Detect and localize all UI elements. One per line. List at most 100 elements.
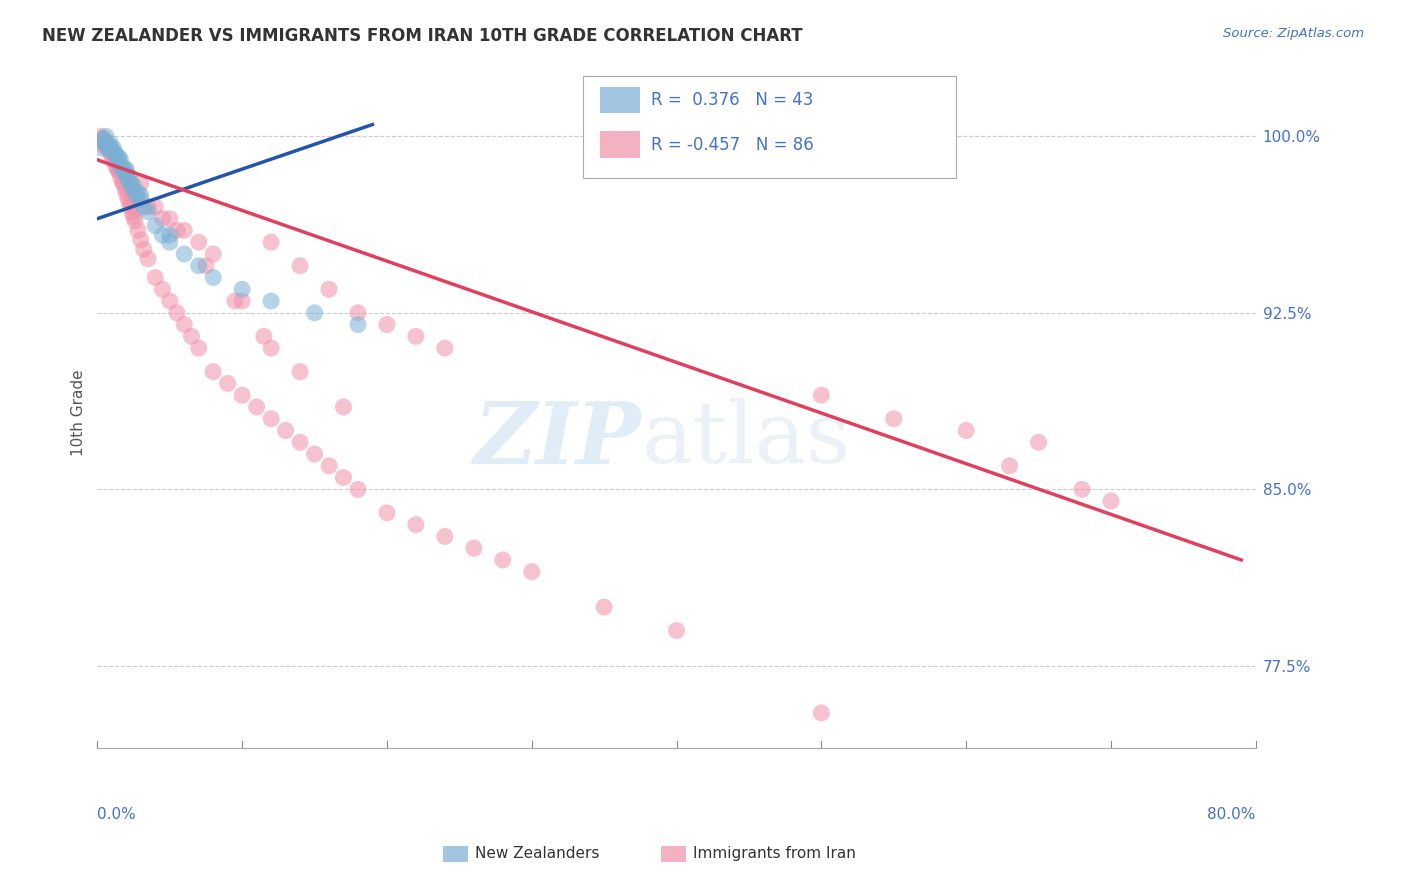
Point [405,329,427,343]
Point [231,282,253,296]
Point [187,341,209,355]
Point [122,209,145,223]
Point [129,188,152,202]
Point [347,318,370,332]
Point [115,167,138,181]
Point [91,131,114,145]
Point [110,153,132,167]
Point [998,458,1021,473]
Point [152,282,174,296]
Point [375,506,398,520]
Point [231,388,253,402]
Point [110,169,132,184]
Point [173,318,195,332]
Point [93,138,115,153]
Point [118,169,141,184]
Point [112,164,135,178]
Point [108,157,131,171]
Point [125,188,148,202]
Point [152,211,174,226]
Point [114,181,136,195]
Point [260,235,283,250]
Point [143,200,166,214]
Point [955,424,977,438]
Point [166,223,188,237]
Point [97,144,120,158]
Point [260,293,283,308]
Point [120,177,142,191]
Point [347,306,370,320]
Point [492,553,515,567]
Point [143,270,166,285]
Point [111,174,134,188]
Point [202,365,225,379]
Point [375,318,398,332]
Point [136,252,159,266]
Text: 0.0%: 0.0% [97,807,136,822]
Point [101,144,124,158]
Point [463,541,485,556]
Point [143,219,166,233]
Point [883,411,905,425]
Point [129,193,152,207]
Point [224,293,246,308]
Point [260,411,283,425]
Point [91,131,114,145]
Point [274,424,297,438]
Point [187,235,209,250]
Point [433,341,456,355]
Point [136,204,159,219]
Point [107,162,129,177]
Point [124,214,146,228]
Point [159,211,181,226]
Point [118,195,141,210]
Text: NEW ZEALANDER VS IMMIGRANTS FROM IRAN 10TH GRADE CORRELATION CHART: NEW ZEALANDER VS IMMIGRANTS FROM IRAN 10… [42,27,803,45]
Point [100,136,122,151]
Text: atlas: atlas [641,398,851,482]
Text: New Zealanders: New Zealanders [475,847,599,861]
Point [318,458,340,473]
Point [129,233,152,247]
Point [122,178,145,193]
Point [520,565,543,579]
Text: ZIP: ZIP [474,398,641,482]
Point [187,259,209,273]
Point [117,171,139,186]
Point [114,162,136,177]
Point [129,177,152,191]
Text: R =  0.376   N = 43: R = 0.376 N = 43 [651,91,813,109]
Point [318,282,340,296]
Point [194,259,217,273]
Point [89,129,111,144]
Point [433,529,456,543]
Point [111,160,134,174]
Point [202,247,225,261]
Point [108,164,131,178]
Point [107,153,129,167]
Point [665,624,688,638]
Point [1028,435,1050,450]
Point [288,435,311,450]
Point [202,270,225,285]
Point [246,400,269,414]
Point [93,134,115,148]
Y-axis label: 10th Grade: 10th Grade [72,369,86,456]
Point [96,138,118,153]
Point [159,228,181,243]
Point [1099,494,1122,508]
Point [96,141,118,155]
Point [90,141,112,155]
Point [97,138,120,153]
Point [288,365,311,379]
Point [132,200,155,214]
Point [152,228,174,243]
Point [173,223,195,237]
Point [136,200,159,214]
Point [103,141,125,155]
Point [166,306,188,320]
Point [121,204,143,219]
Point [304,447,326,461]
Point [103,153,125,167]
Point [1071,483,1094,497]
Point [90,134,112,148]
